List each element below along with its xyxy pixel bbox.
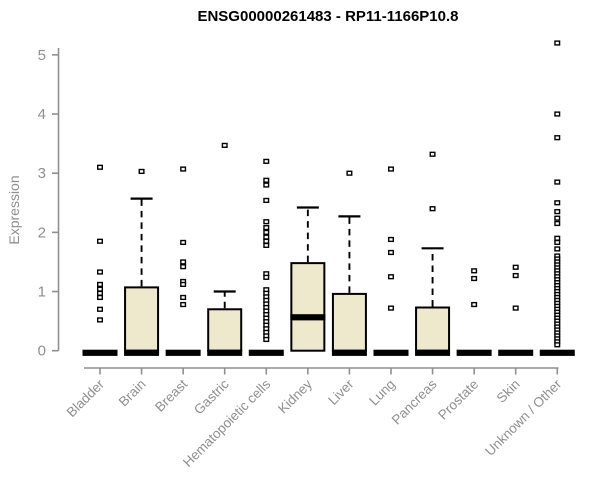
y-tick-label: 0 (38, 343, 46, 360)
outlier-point-unknown-other (554, 135, 561, 141)
box-brain (124, 286, 160, 352)
x-tick-label: Liver (325, 376, 357, 408)
outlier-point-bladder (96, 269, 103, 275)
x-tick-label: Bladder (64, 376, 108, 420)
outlier-point-brain (138, 168, 145, 175)
x-tick-label: Breast (152, 376, 190, 414)
outlier-point-unknown-other (554, 111, 561, 117)
box-pancreas (415, 306, 451, 352)
outlier-point-skin (512, 264, 519, 270)
outlier-point-unknown-other (554, 209, 561, 215)
median-bar-unknown-other (539, 349, 575, 356)
outlier-point-hematopoietic-cells (263, 274, 270, 280)
outlier-point-lung (387, 274, 394, 280)
outlier-point-bladder (96, 164, 103, 170)
outlier-point-bladder (96, 317, 103, 323)
median-bar-bladder (82, 349, 118, 356)
y-tick-label: 1 (38, 284, 46, 301)
median-bar-lung (373, 349, 409, 356)
box-gastric (207, 308, 243, 352)
outlier-point-unknown-other (554, 239, 561, 246)
median-bar-hematopoietic-cells (248, 349, 284, 356)
outlier-point-bladder (96, 286, 103, 292)
outlier-point-unknown-other (554, 215, 561, 221)
outlier-point-unknown-other (554, 200, 561, 206)
outlier-point-breast (180, 294, 187, 301)
outlier-point-hematopoietic-cells (263, 242, 270, 248)
outlier-point-gastric (221, 142, 228, 148)
outlier-point-breast (180, 264, 187, 270)
y-tick-label: 3 (38, 165, 46, 182)
outlier-point-lung (387, 166, 394, 172)
x-tick-label: Pancreas (389, 376, 440, 427)
outlier-point-breast (180, 301, 187, 308)
outlier-point-unknown-other (554, 40, 561, 46)
outlier-point-skin (512, 305, 519, 311)
outlier-point-breast (180, 239, 187, 246)
outlier-point-hematopoietic-cells (263, 182, 270, 188)
median-bar-gastric (207, 349, 243, 356)
outlier-point-bladder (96, 294, 103, 301)
outlier-point-unknown-other (554, 235, 561, 241)
median-bar-prostate (456, 349, 492, 356)
outlier-point-breast (180, 281, 187, 288)
box-liver (331, 292, 367, 352)
outlier-point-hematopoietic-cells (263, 229, 270, 235)
outlier-point-breast (180, 259, 187, 265)
y-tick-label: 4 (38, 106, 46, 123)
outlier-point-bladder (96, 290, 103, 296)
outlier-point-liver (346, 170, 353, 176)
outlier-point-hematopoietic-cells (263, 238, 270, 244)
outlier-point-hematopoietic-cells (263, 234, 270, 240)
y-tick-label: 2 (38, 224, 46, 241)
x-tick-label: Unknown / Other (482, 376, 565, 459)
median-bar-breast (165, 349, 201, 356)
outlier-point-prostate (471, 301, 478, 308)
outlier-point-unknown-other (554, 342, 561, 348)
outlier-point-pancreas (429, 151, 436, 157)
x-tick-label: Kidney (275, 376, 315, 416)
median-bar-kidney (290, 314, 326, 321)
x-tick-label: Lung (366, 377, 398, 409)
x-tick-label: Gastric (191, 376, 232, 417)
outlier-point-bladder (96, 281, 103, 288)
outlier-point-hematopoietic-cells (263, 336, 270, 343)
outlier-point-pancreas (429, 206, 436, 212)
x-tick-label: Brain (116, 377, 149, 410)
outlier-point-bladder (96, 306, 103, 312)
outlier-point-prostate (471, 268, 478, 274)
median-bar-pancreas (415, 349, 451, 356)
median-bar-brain (124, 349, 160, 356)
outlier-point-unknown-other (554, 179, 561, 185)
x-tick-label: Skin (494, 377, 523, 406)
outlier-point-lung (387, 249, 394, 256)
median-bar-skin (498, 349, 534, 356)
outlier-point-hematopoietic-cells (263, 219, 270, 225)
outlier-point-bladder (96, 238, 103, 244)
outlier-point-breast (180, 166, 187, 172)
outlier-point-hematopoietic-cells (263, 177, 270, 183)
outlier-point-hematopoietic-cells (263, 225, 270, 231)
outlier-point-lung (387, 236, 394, 243)
median-bar-liver (331, 349, 367, 356)
outlier-point-lung (387, 305, 394, 311)
chart-title: ENSG00000261483 - RP11-1166P10.8 (197, 8, 459, 25)
outlier-point-hematopoietic-cells (263, 158, 270, 164)
outlier-point-prostate (471, 275, 478, 282)
outlier-point-skin (512, 272, 519, 279)
x-tick-label: Prostate (435, 377, 481, 423)
outlier-point-unknown-other (554, 246, 561, 252)
box-kidney (290, 262, 326, 352)
outlier-point-hematopoietic-cells (263, 197, 270, 204)
outlier-point-unknown-other (554, 220, 561, 227)
y-tick-label: 5 (38, 47, 46, 64)
